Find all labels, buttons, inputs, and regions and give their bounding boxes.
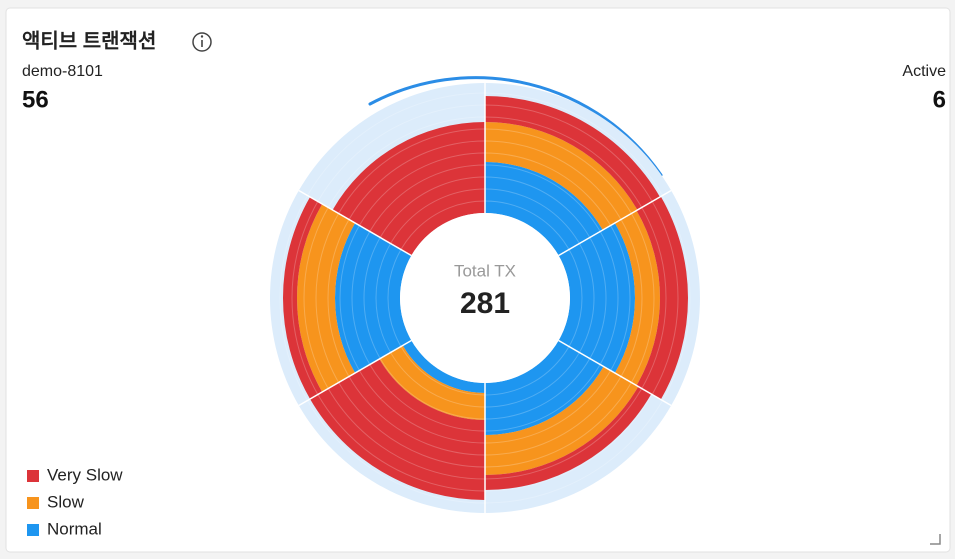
center-hole	[400, 213, 570, 383]
segment	[485, 340, 604, 435]
segment	[335, 223, 412, 373]
legend-swatch	[27, 524, 39, 536]
segment	[614, 210, 660, 386]
segment	[485, 122, 638, 230]
segment	[379, 345, 485, 420]
resize-handle[interactable]	[930, 534, 941, 545]
radial-chart	[269, 83, 700, 513]
segment	[283, 197, 323, 399]
segment	[310, 359, 485, 500]
widget-title: 액티브 트랜잭션	[22, 29, 156, 52]
legend-swatch	[27, 470, 39, 482]
segment	[485, 96, 660, 210]
sector-divider	[558, 189, 672, 257]
sector-divider	[558, 339, 672, 407]
legend-label: Normal	[47, 519, 102, 538]
center-label: Total TX	[454, 261, 516, 280]
segment	[636, 196, 688, 400]
instance-value: 56	[22, 86, 49, 113]
segment	[558, 223, 635, 373]
activity-arc	[368, 76, 663, 177]
info-icon[interactable]	[192, 32, 212, 52]
instance-name: demo-8101	[22, 63, 103, 80]
segment	[485, 366, 639, 475]
center-value: 281	[460, 287, 510, 320]
active-value: 6	[933, 86, 946, 113]
active-label: Active	[902, 63, 946, 80]
legend-label: Very Slow	[47, 465, 123, 484]
segment	[402, 340, 485, 393]
segment	[297, 204, 356, 392]
legend: Very Slow Slow Normal	[27, 465, 123, 538]
segment	[332, 122, 485, 256]
segment	[485, 386, 652, 490]
sector-divider	[298, 339, 412, 407]
legend-swatch	[27, 497, 39, 509]
segment	[485, 162, 603, 256]
legend-label: Slow	[47, 492, 85, 511]
sector-divider	[298, 189, 412, 257]
